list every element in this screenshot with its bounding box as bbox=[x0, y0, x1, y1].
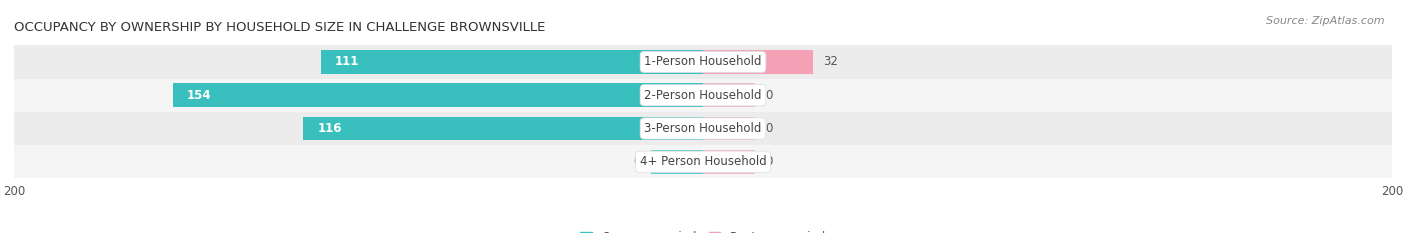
Text: 0: 0 bbox=[765, 89, 772, 102]
Text: 2-Person Household: 2-Person Household bbox=[644, 89, 762, 102]
Bar bbox=[321, 50, 703, 74]
Text: Source: ZipAtlas.com: Source: ZipAtlas.com bbox=[1267, 16, 1385, 26]
Bar bbox=[703, 83, 755, 107]
Bar bbox=[173, 83, 703, 107]
Bar bbox=[703, 50, 813, 74]
Text: 1-Person Household: 1-Person Household bbox=[644, 55, 762, 69]
Text: OCCUPANCY BY OWNERSHIP BY HOUSEHOLD SIZE IN CHALLENGE BROWNSVILLE: OCCUPANCY BY OWNERSHIP BY HOUSEHOLD SIZE… bbox=[14, 21, 546, 34]
Bar bbox=[651, 150, 703, 174]
Bar bbox=[703, 116, 755, 140]
Text: 154: 154 bbox=[186, 89, 211, 102]
Text: 4+ Person Household: 4+ Person Household bbox=[640, 155, 766, 168]
Bar bbox=[304, 116, 703, 140]
Bar bbox=[14, 79, 1392, 112]
Bar bbox=[703, 150, 755, 174]
Text: 0: 0 bbox=[634, 155, 641, 168]
Text: 0: 0 bbox=[765, 122, 772, 135]
Legend: Owner-occupied, Renter-occupied: Owner-occupied, Renter-occupied bbox=[575, 226, 831, 233]
Bar bbox=[14, 112, 1392, 145]
Bar bbox=[14, 45, 1392, 79]
Text: 111: 111 bbox=[335, 55, 359, 69]
Text: 0: 0 bbox=[765, 155, 772, 168]
Text: 116: 116 bbox=[318, 122, 342, 135]
Bar bbox=[14, 145, 1392, 178]
Text: 3-Person Household: 3-Person Household bbox=[644, 122, 762, 135]
Text: 32: 32 bbox=[824, 55, 838, 69]
